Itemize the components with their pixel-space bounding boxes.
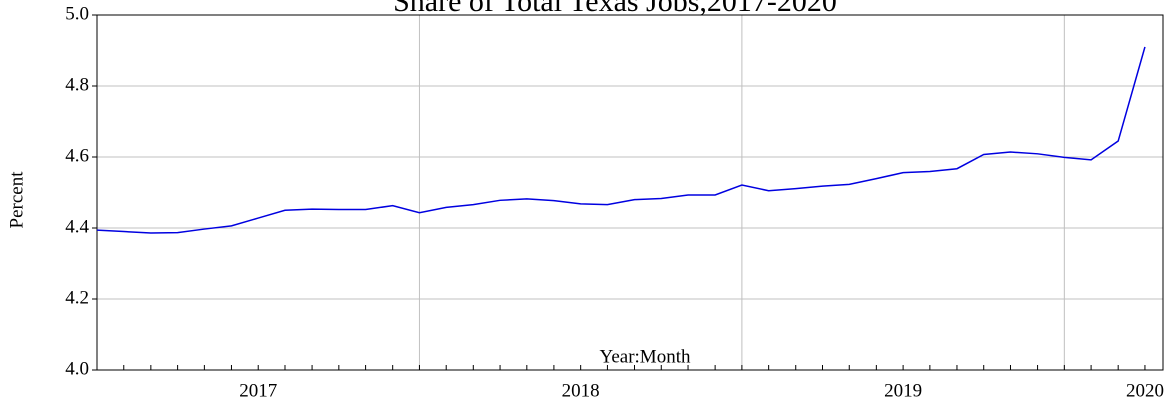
y-tick-label: 4.2 bbox=[65, 287, 89, 308]
y-tick-label: 4.8 bbox=[65, 74, 89, 95]
y-tick-label: 4.6 bbox=[65, 145, 89, 166]
y-axis-label: Percent bbox=[6, 171, 27, 229]
y-tick-label: 4.4 bbox=[65, 216, 89, 237]
plot-frame bbox=[96, 14, 1164, 371]
x-tick-label: 2020 bbox=[1126, 380, 1164, 401]
x-axis-label: Year:Month bbox=[600, 346, 691, 367]
data-line bbox=[96, 46, 1146, 234]
y-tick-label: 4.0 bbox=[65, 358, 89, 379]
y-tick-label: 5.0 bbox=[65, 3, 89, 24]
x-tick-label: 2018 bbox=[562, 380, 600, 401]
x-tick-label: 2019 bbox=[884, 380, 922, 401]
x-tick-label: 2017 bbox=[239, 380, 277, 401]
chart-title: Share of Total Texas Jobs,2017-2020 bbox=[393, 0, 837, 18]
